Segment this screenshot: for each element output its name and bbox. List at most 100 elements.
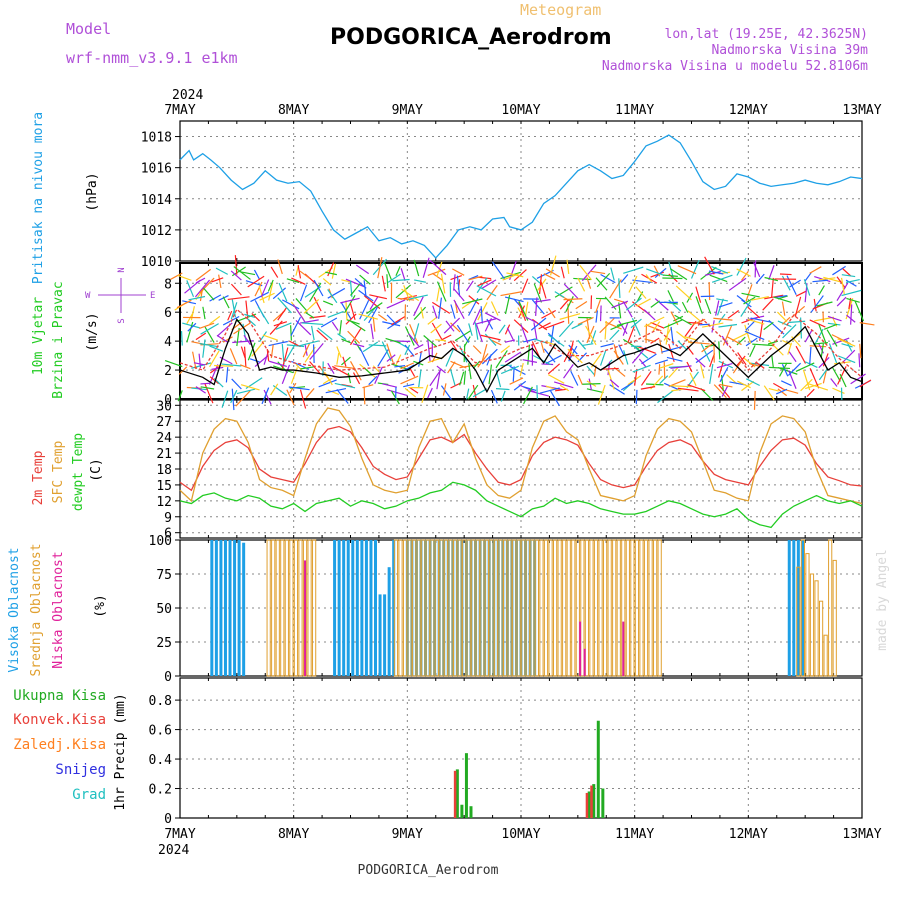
wind-arrow <box>447 361 456 374</box>
cloud-mid-bar <box>625 539 630 677</box>
wind-arrow <box>517 307 524 318</box>
wind-arrow <box>570 370 579 386</box>
wind-arrow <box>563 364 574 379</box>
cloud-high-bar <box>528 540 532 676</box>
wind-arrow <box>658 364 661 375</box>
wind-arrow <box>832 387 845 395</box>
cloud-mid-bar <box>612 539 617 677</box>
cloud-mid-bar <box>462 539 467 677</box>
wind-arrow <box>775 388 788 395</box>
wind-arrow <box>638 358 647 368</box>
wind-arrow <box>726 374 738 385</box>
cloud-high-bar <box>237 540 241 676</box>
wind-arrow <box>586 317 591 339</box>
x-tick-label-top: 12MAY <box>729 103 768 118</box>
compass-s: S <box>117 318 127 323</box>
meteogram-label: Meteogram <box>520 1 601 19</box>
wind-arrow <box>554 291 565 298</box>
cloud-high-bar <box>519 540 523 676</box>
wind-arrow <box>787 342 793 355</box>
wind-arrow <box>374 366 383 384</box>
wind-arrow <box>686 361 693 373</box>
wind-arrow <box>195 268 212 281</box>
wind-arrow <box>334 382 356 389</box>
wind-arrow <box>209 376 220 385</box>
precip-total-bar <box>469 806 473 818</box>
wind-arrow <box>520 324 529 344</box>
wind-arrow <box>577 374 583 385</box>
wind-arrow <box>716 298 728 302</box>
wind-arrow <box>610 267 615 281</box>
wind-arrow <box>632 364 651 373</box>
wind-arrow <box>387 319 401 330</box>
wind-arrow <box>810 295 824 313</box>
cloud-mid-bar <box>271 539 276 677</box>
cloud-mid-bar <box>425 539 430 677</box>
wind-arrow <box>804 382 822 390</box>
cloud-high-bar <box>392 540 396 676</box>
wind-arrow <box>782 324 797 339</box>
wind-arrow <box>318 379 337 388</box>
precip-legend-frz: Zaledj.Kisa <box>13 737 106 753</box>
wind-arrow <box>504 351 522 363</box>
model-label: Model <box>66 20 111 38</box>
y-tick-label: 30 <box>156 399 172 414</box>
wind-arrow <box>262 334 278 341</box>
wind-arrow <box>450 304 456 319</box>
y-tick-label: 15 <box>156 479 172 494</box>
cloud-mid-bar <box>823 634 828 677</box>
wind-arrow <box>581 264 597 282</box>
panel-frame <box>179 399 863 539</box>
wind-arrow <box>377 257 383 279</box>
wind-arrow <box>472 360 481 369</box>
wind-arrow <box>352 372 361 385</box>
wind-arrow <box>700 266 717 280</box>
wind-arrow <box>369 296 379 310</box>
wind-arrow <box>422 257 430 278</box>
wind-arrow <box>214 364 234 367</box>
cloud-mid-bar <box>430 539 435 677</box>
wind-arrow <box>345 278 365 288</box>
wind-arrow <box>359 274 371 285</box>
wind-arrow <box>327 389 340 395</box>
cloud-high-bar <box>446 540 450 676</box>
wind-arrow <box>684 335 697 341</box>
wind-arrow <box>850 304 853 325</box>
wind-arrow <box>273 321 288 327</box>
wind-arrow <box>195 332 207 341</box>
cloud-mid-bar <box>639 539 644 677</box>
wind-arrow <box>645 274 653 283</box>
wind-arrow <box>845 279 857 287</box>
wind-arrow <box>480 334 501 341</box>
wind-arrow <box>618 344 625 356</box>
wind-arrow <box>298 340 319 347</box>
wind-arrow <box>728 277 747 291</box>
wind-arrow <box>736 268 751 277</box>
wind-arrow <box>533 322 538 341</box>
wind-arrow <box>386 299 406 309</box>
cloud-mid-bar <box>616 539 621 677</box>
wind-arrow <box>596 272 611 288</box>
wind-arrow <box>239 271 256 276</box>
wind-arrow <box>662 277 683 280</box>
wind-arrow <box>577 339 587 350</box>
wind-arrow <box>795 362 815 372</box>
wind-arrow <box>352 343 365 348</box>
wind-arrow <box>200 382 211 385</box>
cloud-mid-bar <box>443 539 449 677</box>
cloud-high-bar <box>801 540 805 676</box>
wind-arrow <box>490 389 498 404</box>
cloud-low-bar <box>579 621 582 676</box>
cloud-mid-bar <box>539 539 544 677</box>
wind-arrows <box>164 255 875 411</box>
wind-arrow <box>332 365 352 378</box>
wind-arrow <box>336 352 340 365</box>
wind-arrow <box>841 343 853 348</box>
wind-arrow <box>595 310 599 323</box>
wind-arrow <box>813 341 828 345</box>
cloud-mid-bar <box>289 539 294 677</box>
wind-arrow <box>286 389 295 406</box>
wind-arrow <box>450 322 461 333</box>
wind-arrow <box>644 316 665 328</box>
wind-arrow <box>732 331 750 341</box>
